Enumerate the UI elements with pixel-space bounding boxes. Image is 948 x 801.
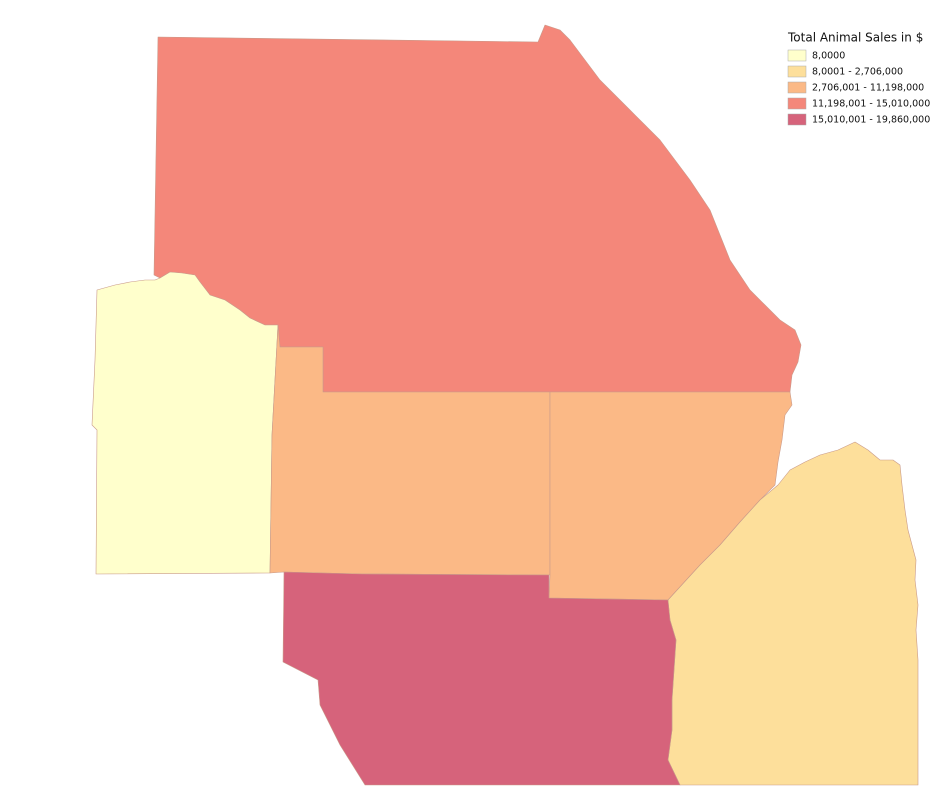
legend-swatch bbox=[787, 113, 807, 126]
legend-title: Total Animal Sales in $ bbox=[787, 31, 923, 45]
legend-label: 8,0001 - 2,706,000 bbox=[812, 67, 903, 78]
legend-swatch bbox=[787, 81, 807, 94]
legend-label: 15,010,001 - 19,860,000 bbox=[812, 115, 930, 126]
counties bbox=[91, 24, 919, 786]
legend-swatch bbox=[787, 65, 807, 78]
legend-label: 8,0000 bbox=[812, 51, 845, 62]
county bbox=[91, 271, 279, 575]
county bbox=[282, 571, 681, 786]
legend: Total Animal Sales in $ 8,0000 8,0001 - 2… bbox=[787, 31, 930, 126]
legend-label: 11,198,001 - 15,010,000 bbox=[812, 99, 930, 110]
legend-swatch bbox=[787, 97, 807, 110]
legend-label: 2,706,001 - 11,198,000 bbox=[812, 83, 924, 94]
legend-swatch bbox=[787, 49, 807, 62]
